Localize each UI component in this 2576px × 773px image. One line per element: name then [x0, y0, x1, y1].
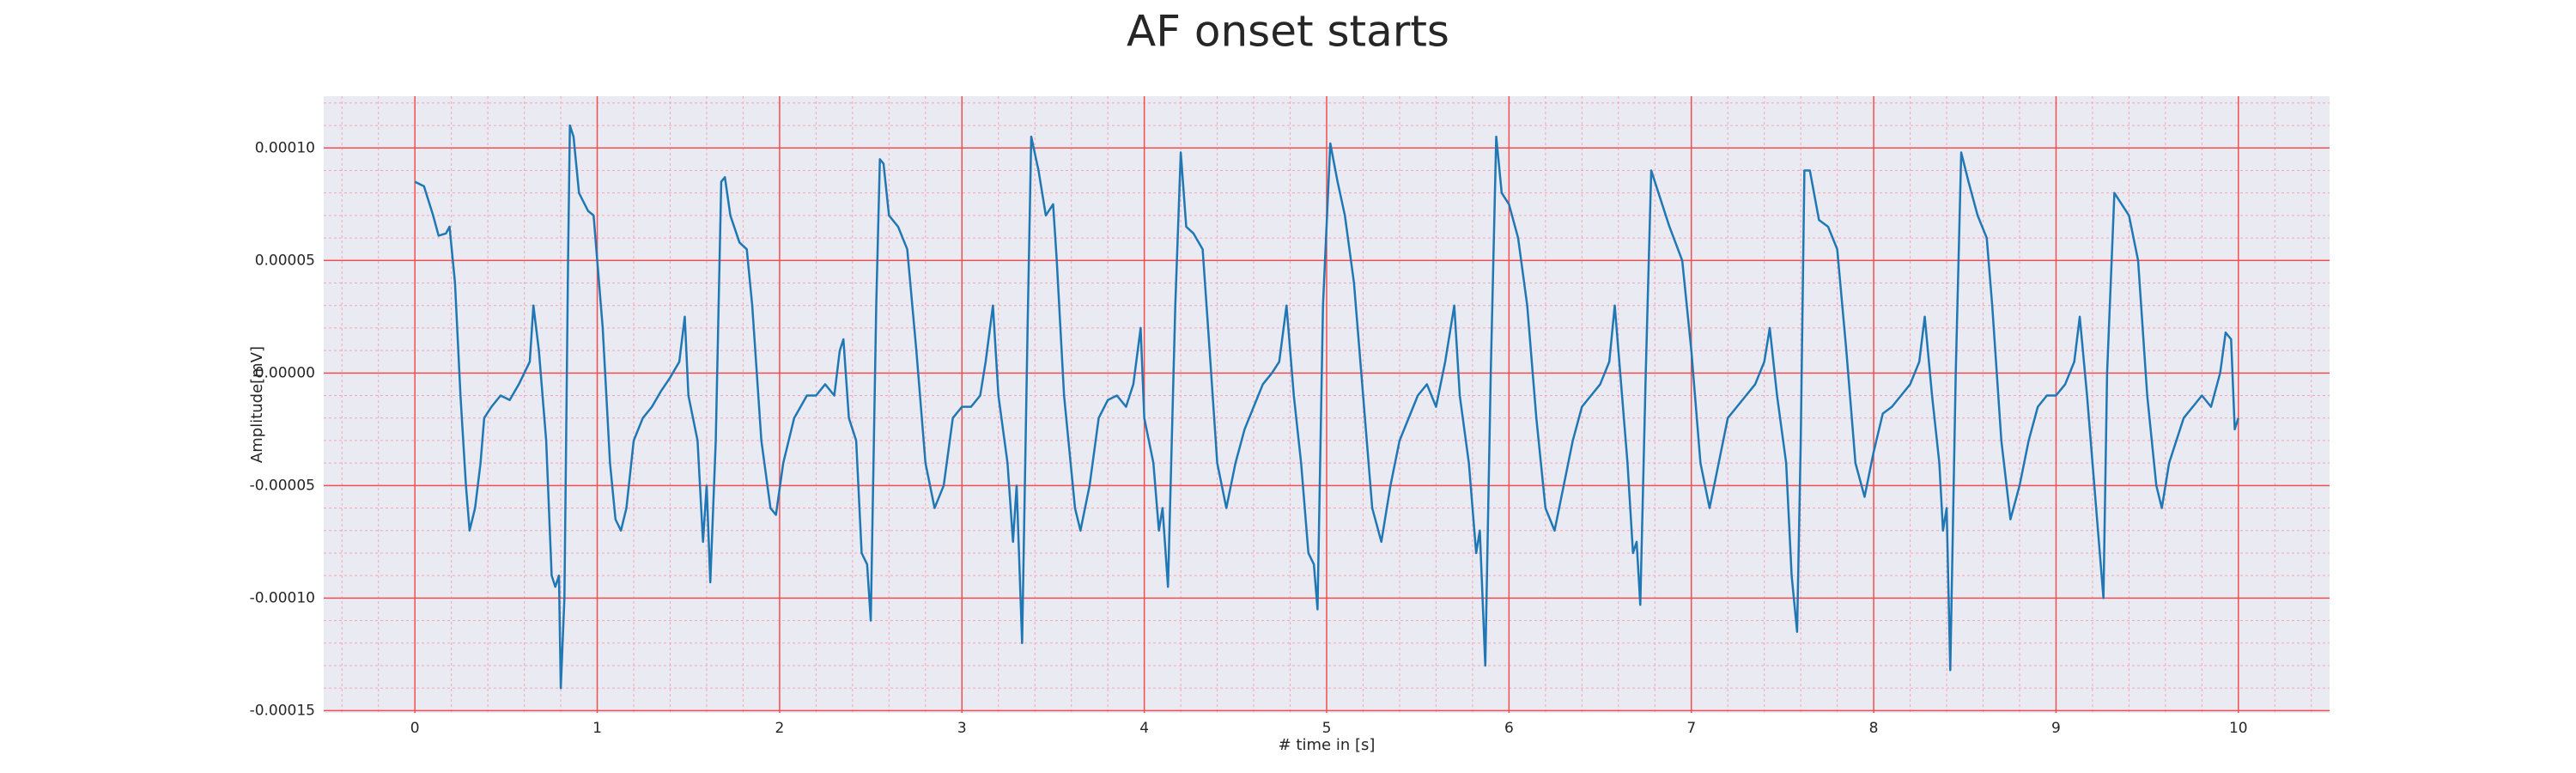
- y-tick-label: 0.00010: [255, 139, 315, 156]
- x-tick-label: 0: [410, 720, 420, 737]
- x-tick-label: 4: [1139, 720, 1149, 737]
- x-tick-label: 7: [1686, 720, 1696, 737]
- marks: [414, 124, 2240, 690]
- y-axis-label: Amplitude[mV]: [248, 346, 266, 463]
- x-tick-label: 8: [1869, 720, 1879, 737]
- x-tick-label: 6: [1504, 720, 1514, 737]
- y-tick-label: 0.00000: [255, 364, 315, 381]
- y-tick-label: -0.00005: [250, 477, 315, 494]
- x-tick-label: 3: [957, 720, 967, 737]
- x-tick-label: 2: [775, 720, 784, 737]
- y-tick-label: -0.00015: [250, 702, 315, 719]
- x-tick-label: 9: [2051, 720, 2061, 737]
- y-tick-label: 0.00005: [255, 252, 315, 269]
- line-series: [414, 124, 2240, 690]
- x-tick-label: 1: [592, 720, 602, 737]
- x-tick-label: 5: [1322, 720, 1332, 737]
- x-axis-label: # time in [s]: [1279, 736, 1376, 754]
- x-tick-label: 10: [2229, 720, 2248, 737]
- chart-title: AF onset starts: [1127, 7, 1449, 57]
- grid: [324, 96, 2330, 713]
- y-tick-label: -0.00010: [250, 589, 315, 606]
